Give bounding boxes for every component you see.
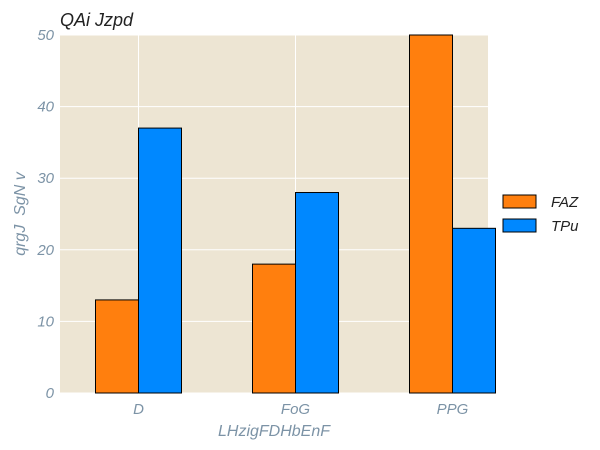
bar-TPu-PPG (452, 227, 496, 394)
legend-swatch-FAZ (502, 194, 537, 209)
y-tick-label: 30 (37, 170, 54, 187)
bar-TPu-FoG (295, 192, 339, 394)
x-tick-label: PPG (437, 401, 469, 418)
legend-label-FAZ: FAZ (551, 194, 579, 211)
bar-TPu-D (138, 127, 182, 394)
y-tick-label: 40 (37, 99, 54, 116)
bar-FAZ-D (95, 299, 139, 394)
bars (95, 34, 496, 394)
y-tick-labels: 0 10 20 30 40 50 (36, 27, 54, 402)
bar-FAZ-PPG (409, 34, 453, 394)
chart-title: QAi Jzpd (60, 10, 134, 30)
x-tick-labels: D FoG PPG (133, 401, 469, 418)
legend-label-TPu: TPu (551, 218, 579, 235)
y-tick-label: 10 (37, 313, 54, 330)
y-tick-label: 0 (46, 385, 55, 402)
bar-FAZ-FoG (252, 263, 296, 394)
y-tick-label: 50 (37, 27, 54, 44)
x-tick-label: FoG (281, 401, 311, 418)
y-axis-label: qrgJ SgN v (12, 171, 29, 256)
y-tick-label: 20 (36, 242, 54, 259)
x-tick-label: D (133, 401, 144, 418)
legend: FAZ TPu (502, 194, 579, 235)
x-axis-label: LHzigFDHbEnF (218, 423, 331, 440)
legend-swatch-TPu (502, 218, 537, 233)
